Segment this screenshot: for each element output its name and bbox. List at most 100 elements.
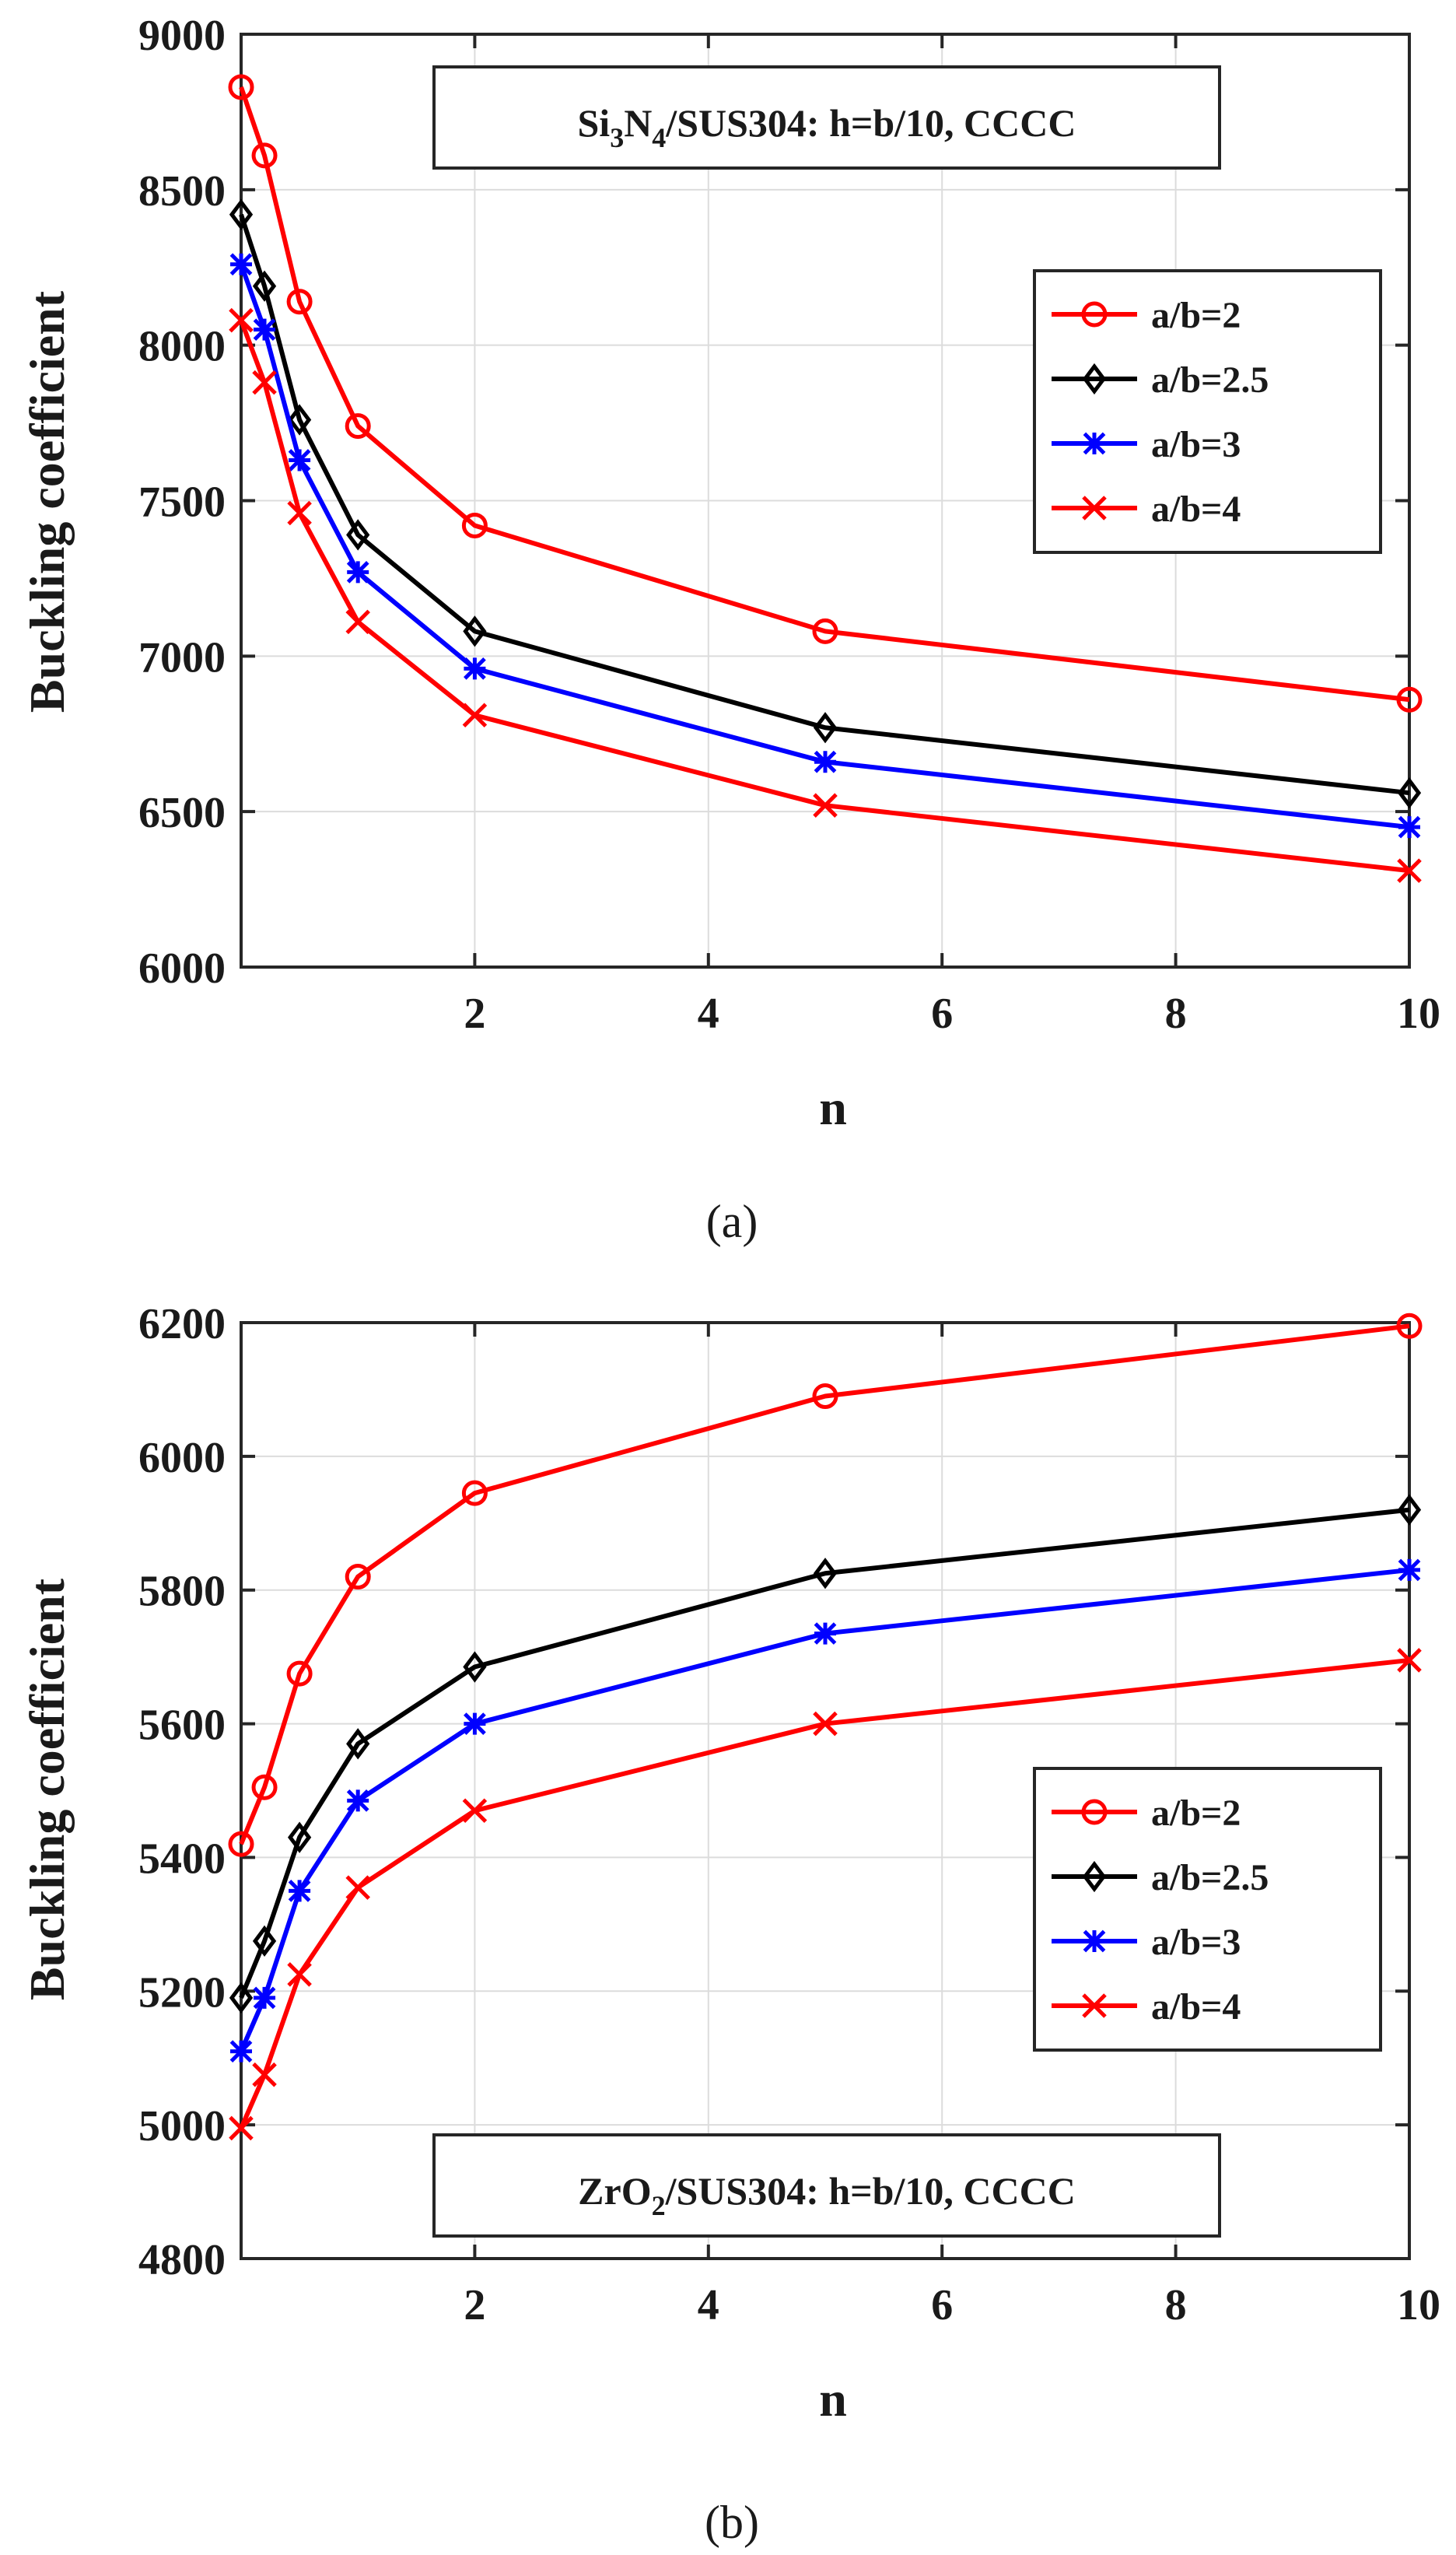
- y-tick-label: 8500: [138, 167, 226, 216]
- data-point: [252, 2062, 277, 2087]
- legend-label: a/b=3: [1151, 424, 1241, 465]
- x-tick-label: 4: [698, 990, 719, 1038]
- data-point: [346, 561, 369, 584]
- y-tick-label: 7500: [138, 478, 226, 527]
- y-tick-label: 6500: [138, 789, 226, 837]
- data-point: [464, 657, 486, 680]
- data-point: [1397, 777, 1422, 809]
- legend-marker: [1082, 1860, 1107, 1893]
- data-point: [252, 270, 277, 302]
- data-point: [813, 712, 838, 744]
- x-axis-label: n: [819, 1080, 847, 1135]
- y-tick-label: 6200: [138, 1300, 226, 1348]
- series-line: [239, 86, 1410, 703]
- data-point: [1397, 858, 1422, 883]
- data-point: [286, 289, 313, 315]
- data-point: [812, 618, 838, 644]
- series-a/b=4: [229, 1648, 1422, 2141]
- annotation-part: Si: [577, 101, 610, 145]
- legend-marker: [1081, 1799, 1108, 1825]
- annotation-box: ZrO2/SUS304: h=b/10, CCCC: [432, 2133, 1221, 2238]
- data-point: [814, 1622, 837, 1645]
- series-a/b=2.5: [229, 198, 1422, 809]
- data-point: [345, 1564, 371, 1590]
- data-point: [288, 1880, 311, 1902]
- y-tick-label: 8000: [138, 323, 226, 371]
- annotation-text: ZrO2/SUS304: h=b/10, CCCC: [578, 2169, 1076, 2221]
- data-point: [346, 1728, 370, 1760]
- y-tick-label: 7000: [138, 633, 226, 682]
- y-tick-label: 5200: [138, 1968, 226, 2017]
- data-point: [253, 1986, 276, 2010]
- data-point: [252, 1925, 277, 1957]
- data-point: [229, 2115, 254, 2141]
- x-tick-label: 4: [698, 2281, 719, 2329]
- legend-marker: [1081, 301, 1108, 328]
- legend-label: a/b=3: [1151, 1922, 1241, 1963]
- legend: a/b=2 a/b=2.5 a/b=3 a/b=4: [1033, 269, 1382, 554]
- y-axis-label: Buckling coefficient: [19, 1578, 75, 2000]
- legend-label: a/b=2.5: [1151, 1857, 1269, 1898]
- x-axis-label: n: [819, 2371, 847, 2427]
- legend-marker: [1082, 1993, 1107, 2018]
- data-point: [228, 74, 254, 100]
- y-tick-label: 5600: [138, 1702, 226, 1750]
- data-point: [286, 1660, 313, 1687]
- legend-entry: a/b=2.5: [1052, 359, 1269, 401]
- data-point: [229, 198, 254, 230]
- x-tick-label: 2: [464, 2281, 485, 2329]
- data-point: [287, 404, 312, 436]
- y-tick-label: 4800: [138, 2236, 226, 2284]
- data-point: [462, 703, 488, 728]
- data-point: [1398, 1558, 1421, 1582]
- data-point: [1396, 1313, 1423, 1339]
- x-tick-label: 8: [1165, 990, 1187, 1038]
- legend-marker: [1083, 432, 1106, 455]
- annotation-text: Si3N4/SUS304: h=b/10, CCCC: [577, 101, 1076, 153]
- y-tick-label: 5800: [138, 1568, 226, 1616]
- legend-entry: a/b=2: [1052, 1793, 1241, 1834]
- data-point: [813, 1558, 838, 1589]
- legend-marker: [1083, 1929, 1106, 1953]
- legend-marker: [1082, 496, 1107, 520]
- series-line: [239, 1323, 1410, 1845]
- data-point: [288, 449, 311, 471]
- series-a/b=3: [229, 1558, 1421, 2063]
- plot-area-frame: [240, 1321, 1411, 2260]
- legend-label: a/b=2: [1151, 295, 1241, 336]
- annotation-part: 3: [610, 122, 624, 153]
- data-point: [1398, 815, 1421, 839]
- data-point: [287, 1821, 312, 1853]
- series-a/b=4: [229, 307, 1422, 883]
- legend-label: a/b=4: [1151, 489, 1241, 530]
- annotation-part: 2: [652, 2190, 666, 2221]
- data-point: [813, 1711, 838, 1737]
- chart-panel-a: 2 4 6 8 10 6000 6500 7000 7500 8000 8500 9000 n Buckl…: [19, 12, 1440, 1247]
- data-point: [229, 2040, 253, 2063]
- data-point: [464, 1712, 486, 1735]
- data-point: [345, 1875, 370, 1900]
- annotation-part: /SUS304: h=b/10, CCCC: [665, 2169, 1076, 2213]
- data-point: [461, 512, 488, 538]
- series-a/b=2: [228, 1313, 1423, 1857]
- data-point: [287, 1962, 312, 1987]
- panel-caption: (b): [705, 2497, 759, 2548]
- data-point: [251, 142, 278, 169]
- annotation-part: /SUS304: h=b/10, CCCC: [665, 101, 1076, 145]
- data-point: [345, 413, 371, 440]
- legend-entry: a/b=3: [1052, 1922, 1241, 1963]
- legend-entry: a/b=2: [1052, 295, 1241, 336]
- panel-caption: (a): [706, 1196, 758, 1247]
- data-point: [251, 1774, 278, 1800]
- x-tick-label: 8: [1165, 2281, 1187, 2329]
- data-point: [228, 1831, 254, 1857]
- x-tick-label: 10: [1397, 990, 1440, 1038]
- y-tick-label: 6000: [138, 1434, 226, 1482]
- series-line: [239, 1507, 1410, 1999]
- y-axis-label: Buckling coefficient: [19, 290, 75, 713]
- legend-entry: a/b=2.5: [1052, 1857, 1269, 1898]
- data-point: [1397, 1648, 1422, 1673]
- data-point: [229, 307, 254, 333]
- data-point: [462, 1798, 488, 1824]
